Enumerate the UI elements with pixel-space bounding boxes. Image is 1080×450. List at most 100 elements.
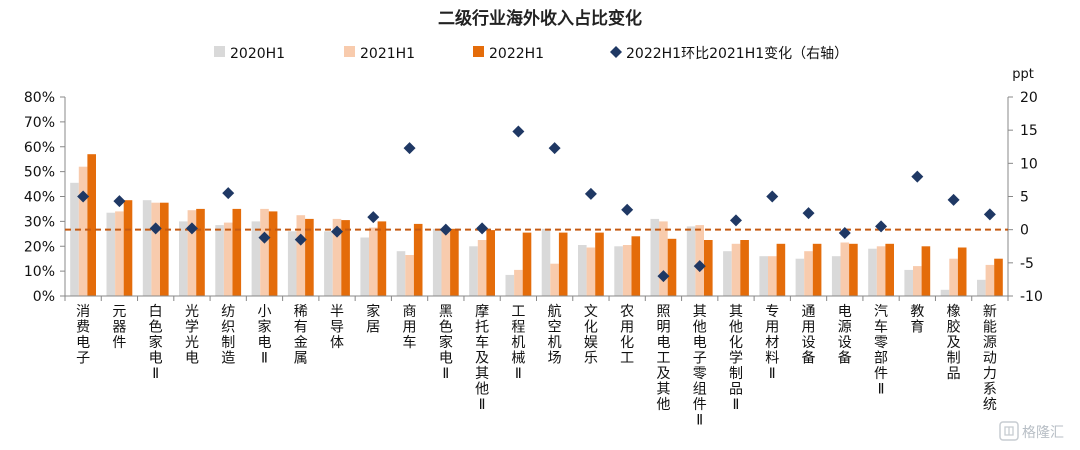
bar-2021H1 [586, 247, 596, 296]
bar-2021H1 [840, 242, 850, 296]
change-marker [149, 222, 162, 235]
left-tick-label: 70% [24, 115, 55, 131]
bar-2021H1 [550, 263, 559, 296]
right-tick-label: 0 [1020, 223, 1029, 239]
left-tick-label: 60% [24, 140, 55, 156]
right-tick-label: -5 [1020, 256, 1034, 272]
bar-2022H1 [957, 247, 967, 296]
bar-2022H1 [486, 230, 495, 296]
right-tick-label: 15 [1020, 123, 1038, 139]
category-label: 其他化学制品 Ⅱ [729, 304, 743, 413]
bar-2021H1 [477, 240, 487, 296]
bar-2021H1 [768, 256, 777, 296]
left-tick-label: 0% [33, 289, 55, 305]
bar-2021H1 [115, 211, 124, 296]
watermark-logo [999, 421, 1019, 441]
bar-2022H1 [377, 221, 387, 296]
bar-2020H1 [287, 231, 297, 296]
change-marker [621, 203, 634, 216]
right-tick-label: -10 [1020, 289, 1043, 305]
bars [70, 154, 1003, 297]
bar-2020H1 [360, 237, 369, 296]
right-tick-label: 10 [1020, 156, 1038, 172]
bar-2021H1 [985, 264, 995, 296]
change-marker [512, 125, 525, 138]
bar-2021H1 [441, 228, 451, 296]
bar-2022H1 [812, 243, 822, 296]
x-axis [64, 295, 1009, 301]
legend-label: 2022H1 [489, 46, 544, 62]
bar-2022H1 [776, 243, 786, 296]
category-label: 其他电子零组件 Ⅱ [693, 304, 707, 429]
category-label: 光学光电 [185, 304, 199, 367]
change-marker [983, 208, 996, 221]
bar-2022H1 [704, 240, 713, 296]
bar-2021H1 [78, 166, 88, 296]
category-label: 航空机场 [548, 304, 562, 367]
change-marker [911, 170, 924, 183]
category-label: 家居 [366, 303, 380, 336]
category-label: 商用车 [403, 304, 417, 351]
bar-2022H1 [994, 258, 1003, 296]
category-label: 稀有金属 [294, 304, 308, 367]
bar-2020H1 [324, 231, 333, 296]
bar-2022H1 [522, 232, 532, 296]
change-marker [403, 142, 416, 155]
change-marker [294, 233, 307, 246]
chart-title: 二级行业海外收入占比变化 [438, 8, 642, 29]
change-marker [258, 231, 271, 244]
bar-2020H1 [541, 228, 551, 296]
category-label: 新能源动力系统 [983, 304, 997, 413]
bar-2020H1 [70, 182, 79, 296]
left-axis: 0% 10% 20% 30% 40% 50% 60% 70% 80% [24, 90, 66, 305]
bar-2021H1 [876, 246, 886, 297]
category-label: 专用材料 Ⅱ [765, 304, 779, 382]
bar-2020H1 [578, 245, 587, 296]
legend-swatch [473, 46, 484, 57]
bar-2020H1 [505, 274, 515, 296]
bar-2022H1 [413, 223, 423, 296]
legend-label: 2022H1环比2021H1变化（右轴） [626, 46, 848, 62]
bar-2022H1 [123, 200, 133, 296]
bar-2022H1 [196, 208, 205, 296]
bar-2021H1 [949, 258, 958, 296]
category-label: 文化娱乐 [584, 304, 598, 367]
bar-2021H1 [659, 221, 668, 296]
bar-2020H1 [795, 258, 805, 296]
bar-2020H1 [940, 289, 950, 296]
bar-2020H1 [432, 228, 442, 296]
change-marker [77, 190, 90, 203]
markers [77, 125, 996, 283]
category-label: 黑色家电 Ⅱ [439, 304, 453, 382]
change-marker [476, 222, 489, 235]
bar-2020H1 [650, 218, 660, 296]
category-label: 元器件 [112, 304, 126, 351]
change-marker [584, 187, 597, 200]
bar-2020H1 [469, 246, 478, 297]
bar-2022H1 [450, 228, 459, 296]
bar-2021H1 [405, 255, 414, 296]
bar-2020H1 [759, 256, 768, 296]
change-marker [367, 211, 380, 224]
change-marker [548, 142, 561, 155]
category-label: 电源设备 [838, 304, 852, 367]
bar-2020H1 [904, 269, 913, 296]
bar-2022H1 [921, 246, 931, 297]
bar-2022H1 [740, 240, 749, 296]
bar-2020H1 [179, 221, 188, 296]
change-marker [693, 260, 706, 273]
bar-2022H1 [341, 220, 350, 296]
bar-2020H1 [831, 256, 841, 296]
category-label: 工程机械 Ⅱ [511, 304, 525, 382]
bar-2021H1 [804, 251, 813, 296]
category-label: 消费电子 [76, 304, 90, 367]
change-marker [185, 222, 198, 235]
change-marker [113, 195, 126, 208]
bar-2020H1 [614, 246, 623, 297]
change-marker [729, 214, 742, 227]
right-tick-label: 20 [1020, 90, 1038, 106]
bar-2021H1 [187, 210, 197, 296]
legend-swatch [610, 46, 622, 58]
bar-2021H1 [369, 227, 378, 296]
right-tick-label: 5 [1020, 190, 1029, 206]
